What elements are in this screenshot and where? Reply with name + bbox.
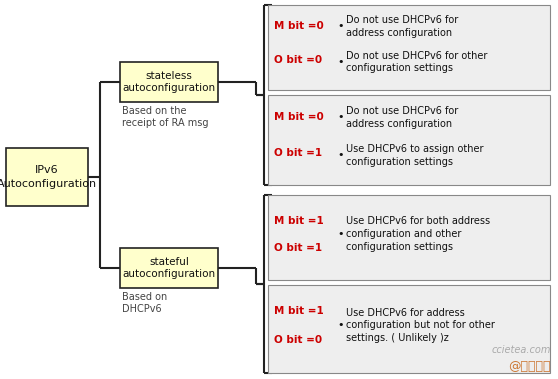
Text: M bit =1: M bit =1	[274, 216, 324, 226]
Text: •: •	[337, 229, 344, 239]
FancyBboxPatch shape	[268, 285, 550, 373]
Text: O bit =1: O bit =1	[274, 243, 322, 253]
Text: •: •	[337, 321, 344, 330]
Text: O bit =0: O bit =0	[274, 335, 322, 345]
Text: •: •	[337, 113, 344, 122]
Text: Do not use DHCPv6 for
address configuration: Do not use DHCPv6 for address configurat…	[346, 106, 458, 129]
FancyBboxPatch shape	[120, 62, 218, 102]
Text: Do not use DHCPv6 for
address configuration: Do not use DHCPv6 for address configurat…	[346, 15, 458, 38]
Text: Use DHCPv6 for both address
configuration and other
configuration settings: Use DHCPv6 for both address configuratio…	[346, 216, 490, 252]
Text: ccietea.com: ccietea.com	[492, 345, 551, 355]
Text: stateless
autoconfiguration: stateless autoconfiguration	[122, 71, 215, 93]
FancyBboxPatch shape	[268, 95, 550, 185]
Text: Based on the
receipt of RA msg: Based on the receipt of RA msg	[122, 106, 209, 128]
Text: IPv6
Autoconfiguration: IPv6 Autoconfiguration	[0, 165, 97, 189]
Text: Use DHCPv6 for address
configuration but not for other
settings. ( Unlikely )z: Use DHCPv6 for address configuration but…	[346, 308, 495, 343]
Text: •: •	[337, 21, 344, 31]
Text: O bit =1: O bit =1	[274, 149, 322, 158]
Text: stateful
autoconfiguration: stateful autoconfiguration	[122, 257, 215, 279]
FancyBboxPatch shape	[120, 248, 218, 288]
Text: O bit =0: O bit =0	[274, 55, 322, 65]
Text: •: •	[337, 150, 344, 160]
Text: Based on
DHCPv6: Based on DHCPv6	[122, 292, 167, 315]
FancyBboxPatch shape	[268, 195, 550, 280]
Text: M bit =1: M bit =1	[274, 306, 324, 316]
Text: M bit =0: M bit =0	[274, 113, 324, 122]
Text: Use DHCPv6 to assign other
configuration settings: Use DHCPv6 to assign other configuration…	[346, 144, 483, 167]
Text: @红茶三杯: @红茶三杯	[508, 360, 551, 373]
Text: Do not use DHCPv6 for other
configuration settings: Do not use DHCPv6 for other configuratio…	[346, 50, 487, 74]
FancyBboxPatch shape	[6, 148, 88, 206]
Text: •: •	[337, 57, 344, 67]
Text: M bit =0: M bit =0	[274, 21, 324, 31]
FancyBboxPatch shape	[268, 5, 550, 90]
